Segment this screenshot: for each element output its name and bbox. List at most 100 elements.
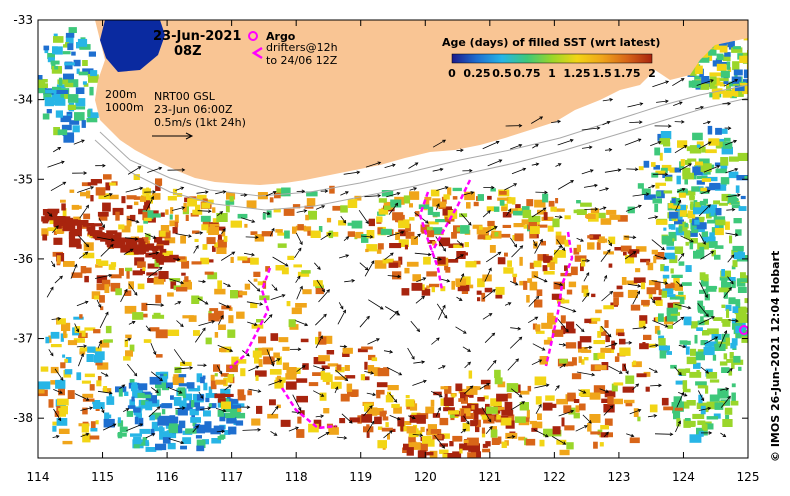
sst-pixel [663, 228, 666, 231]
sst-pixel [422, 436, 432, 444]
sst-pixel [73, 230, 82, 236]
sst-pixel [593, 340, 605, 344]
sst-pixel [478, 235, 486, 239]
sst-pixel [392, 271, 401, 279]
sst-pixel [98, 376, 102, 381]
sst-pixel [465, 242, 470, 247]
sst-pixel [653, 256, 656, 263]
current-time: 23-Jun 06:00Z [154, 103, 233, 116]
sst-pixel [96, 187, 106, 195]
sst-pixel [167, 292, 174, 296]
sst-pixel [689, 192, 694, 201]
sst-pixel [444, 397, 454, 406]
sst-pixel [43, 219, 49, 223]
sst-pixel [80, 347, 89, 351]
sst-pixel [65, 75, 72, 79]
sst-pixel [45, 337, 49, 344]
sst-pixel [700, 188, 707, 192]
sst-pixel [53, 238, 62, 245]
sst-pixel [710, 379, 719, 382]
sst-pixel [613, 297, 619, 305]
sst-pixel [449, 441, 453, 446]
sst-pixel [56, 110, 63, 117]
sst-pixel [690, 349, 696, 356]
sst-pixel [95, 351, 105, 360]
sst-pixel [381, 229, 392, 235]
sst-pixel [217, 280, 222, 289]
sst-pixel [440, 418, 446, 422]
sst-pixel [378, 243, 384, 249]
sst-pixel [619, 348, 630, 356]
sst-pixel [204, 421, 211, 430]
sst-pixel [276, 357, 282, 365]
sst-pixel [537, 413, 542, 420]
depth-label-1000m: 1000m [105, 101, 144, 114]
sst-pixel [238, 395, 246, 401]
sst-pixel [565, 215, 571, 219]
sst-pixel [103, 386, 107, 392]
sst-pixel [519, 257, 522, 266]
sst-pixel [695, 335, 698, 344]
sst-pixel [680, 210, 687, 217]
sst-pixel [71, 52, 76, 56]
sst-pixel [127, 221, 132, 227]
colorbar-tick-label: 1.75 [613, 67, 640, 80]
sst-pixel [439, 238, 450, 247]
sst-pixel [713, 242, 716, 247]
sst-pixel [245, 284, 250, 290]
sst-pixel [655, 183, 659, 189]
sst-pixel [182, 315, 194, 318]
sst-pixel [283, 363, 289, 371]
credit-label: © IMOS 26-Jun-2021 12:04 Hobart [769, 251, 782, 462]
sst-pixel [702, 237, 714, 241]
sst-pixel [750, 45, 755, 50]
sst-pixel [729, 157, 739, 162]
sst-pixel [635, 268, 640, 272]
sst-pixel [195, 239, 199, 242]
sst-pixel [275, 229, 283, 233]
sst-pixel [85, 374, 95, 378]
sst-pixel [201, 216, 211, 222]
sst-pixel [318, 355, 330, 361]
colorbar-bar [452, 54, 652, 63]
sst-pixel [723, 91, 732, 98]
sst-pixel [293, 264, 302, 267]
sst-pixel [323, 408, 329, 413]
sst-pixel [427, 452, 434, 456]
sst-pixel [203, 383, 207, 391]
sst-pixel [193, 330, 200, 336]
sst-pixel [490, 245, 496, 253]
sst-pixel [530, 226, 540, 234]
sst-pixel [734, 218, 742, 223]
sst-pixel [733, 260, 738, 267]
sst-pixel [464, 440, 469, 443]
sst-pixel [505, 402, 513, 411]
sst-pixel [247, 200, 257, 208]
sst-pixel [445, 267, 450, 273]
sst-pixel [562, 418, 565, 427]
sst-pixel [64, 83, 73, 87]
sst-pixel [84, 276, 89, 282]
sst-pixel [653, 297, 661, 301]
sst-pixel [487, 196, 492, 200]
sst-pixel [297, 224, 304, 230]
sst-pixel [759, 63, 768, 69]
sst-pixel [577, 245, 581, 252]
sst-pixel [87, 110, 90, 117]
sst-pixel [755, 71, 765, 76]
legend-drifters: drifters@12h to 24/06 12Z [254, 41, 338, 67]
sst-pixel [693, 207, 701, 214]
sst-pixel [669, 225, 674, 230]
sst-pixel [499, 191, 507, 195]
sst-pixel [263, 356, 275, 364]
sst-pixel [587, 235, 593, 238]
current-arrow [626, 169, 638, 170]
sst-pixel [450, 415, 455, 418]
sst-pixel [216, 213, 227, 222]
sst-pixel [96, 420, 99, 424]
sst-pixel [270, 197, 274, 202]
sst-pixel [417, 415, 426, 424]
sst-pixel [748, 39, 760, 43]
lon-label: 125 [737, 470, 760, 484]
